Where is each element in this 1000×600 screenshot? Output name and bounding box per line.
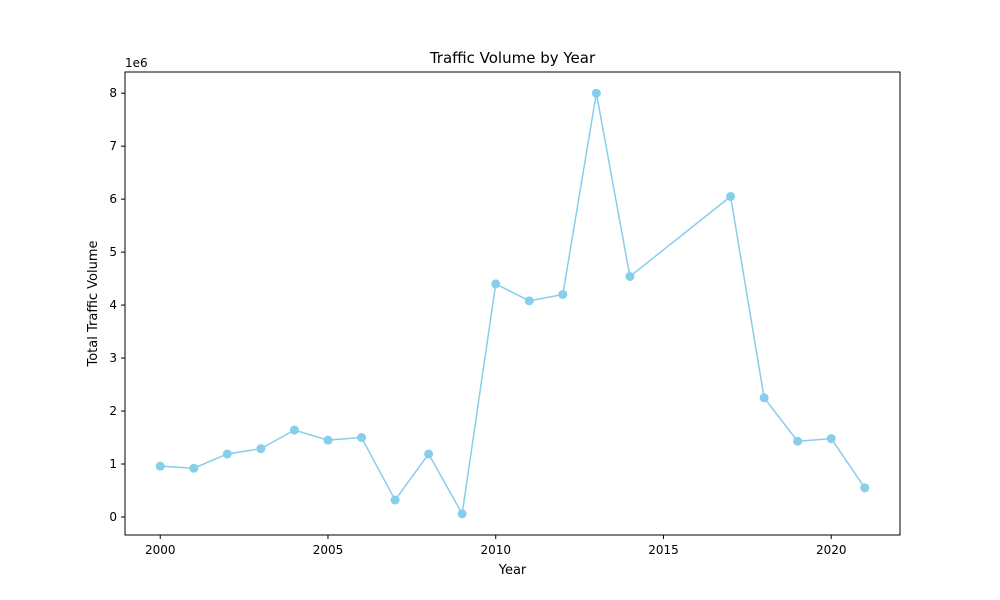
x-tick-label: 2005 xyxy=(313,543,344,557)
data-point xyxy=(759,393,769,403)
y-axis-label: Total Traffic Volume xyxy=(86,240,101,367)
x-tick-label: 2000 xyxy=(145,543,176,557)
data-point xyxy=(357,433,367,443)
data-point xyxy=(289,425,299,435)
data-point xyxy=(189,463,199,473)
y-tick-label: 3 xyxy=(109,351,117,365)
data-point xyxy=(323,435,333,445)
data-point xyxy=(826,434,836,444)
data-point xyxy=(222,449,232,459)
data-point xyxy=(591,88,601,98)
data-point xyxy=(625,271,635,281)
data-point xyxy=(256,444,266,454)
series-line xyxy=(160,92,866,515)
y-tick-label: 5 xyxy=(109,245,117,259)
data-point xyxy=(524,296,534,306)
x-axis-label: Year xyxy=(498,563,527,578)
x-tick-label: 2015 xyxy=(648,543,679,557)
data-point xyxy=(457,509,467,519)
y-tick-label: 7 xyxy=(109,139,117,153)
data-point xyxy=(155,461,165,471)
x-tick-label: 2020 xyxy=(816,543,847,557)
x-tick-label: 2010 xyxy=(480,543,511,557)
y-tick-label: 4 xyxy=(109,298,117,312)
plot-area xyxy=(124,71,901,536)
data-point xyxy=(558,289,568,299)
series-layer xyxy=(155,88,870,519)
y-tick-label: 1 xyxy=(109,457,117,471)
data-point xyxy=(726,191,736,201)
data-point xyxy=(793,436,803,446)
data-point xyxy=(491,279,501,289)
y-tick-label: 8 xyxy=(109,86,117,100)
data-point xyxy=(860,483,870,493)
x-axis-ticks: 2000 2005 2010 2015 2020 xyxy=(145,535,847,557)
chart-title: Traffic Volume by Year xyxy=(429,49,596,67)
data-point xyxy=(390,495,400,505)
y-tick-label: 2 xyxy=(109,404,117,418)
y-multiplier-label: 1e6 xyxy=(125,56,148,70)
data-point xyxy=(424,449,434,459)
y-tick-label: 0 xyxy=(109,510,117,524)
y-axis-ticks: 0 1 2 3 4 5 6 7 8 xyxy=(109,86,125,524)
y-tick-label: 6 xyxy=(109,192,117,206)
